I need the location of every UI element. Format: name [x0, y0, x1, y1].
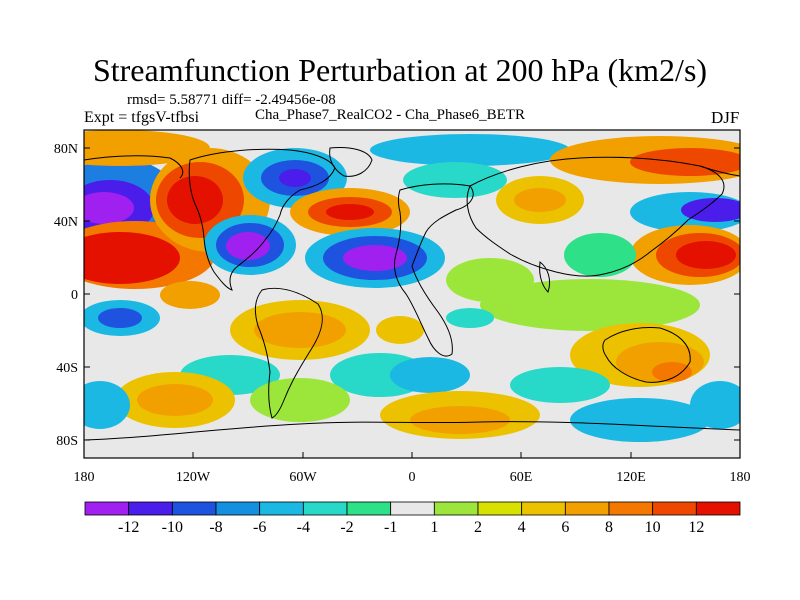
colorbar-swatch [477, 501, 523, 516]
field-blob-neg [403, 162, 507, 198]
colorbar-swatch [259, 501, 304, 516]
coast-antarctica [84, 421, 740, 441]
colorbar-label: 2 [474, 519, 482, 536]
colorbar-label: 8 [605, 519, 613, 536]
colorbar-label: 12 [688, 519, 704, 536]
colorbar-label: -8 [209, 519, 222, 536]
x-tick-label: 60E [510, 470, 533, 485]
season-label: DJF [711, 108, 740, 127]
colorbar-label: 10 [645, 519, 661, 536]
field-blob-pos [630, 148, 740, 176]
coast-greenland [329, 147, 373, 177]
field-blob-neg [446, 308, 494, 328]
field-blob-pos [160, 281, 220, 309]
x-tick-labels: 180 120W 60W 0 60E 120E 180 [74, 470, 751, 485]
colorbar-swatch [84, 501, 130, 516]
field-blob-neg [681, 198, 740, 222]
field-blob-neg [690, 381, 740, 429]
field-blob-pos [84, 232, 180, 284]
y-tick-labels: 80N 40N 0 40S 80S [54, 142, 78, 449]
colorbar-swatch [171, 501, 217, 516]
colorbar-swatch [652, 501, 697, 516]
x-tick-label: 60W [289, 470, 317, 485]
coast-alaska [84, 155, 184, 179]
colorbar-label: -10 [162, 519, 183, 536]
coast-australia [602, 327, 691, 383]
y-tick-marks [84, 147, 740, 441]
field-blob-pos [652, 362, 692, 382]
field-blob-neg [279, 169, 311, 187]
field-blob-neg [564, 233, 636, 277]
colorbar-label: -6 [253, 519, 266, 536]
colorbar: -12 -10 -8 -6 -4 -2 -1 1 2 4 6 8 10 12 [84, 501, 741, 536]
colorbar-swatch [390, 501, 435, 516]
coast-siberia [699, 165, 740, 177]
colorbar-swatch [695, 501, 741, 516]
y-tick-label: 40S [56, 361, 78, 376]
field-blob-neg [98, 308, 142, 328]
field-blob-pos [376, 316, 424, 344]
field-blob-neg [226, 232, 270, 260]
field-blob-pos [480, 279, 700, 331]
y-tick-label: 0 [71, 288, 78, 303]
field-blob-neg [510, 367, 610, 403]
field-layer [84, 130, 740, 442]
colorbar-label: 1 [430, 519, 438, 536]
colorbar-label: -2 [340, 519, 353, 536]
colorbar-swatch [128, 501, 173, 516]
colorbar-swatch [215, 501, 261, 516]
field-blob-pos [676, 241, 736, 269]
coast-asia [466, 156, 725, 277]
coast-europe-africa [393, 183, 474, 357]
diff-label: Cha_Phase7_RealCO2 - Cha_Phase6_BETR [255, 107, 525, 123]
colorbar-label: -4 [297, 519, 310, 536]
field-blob-neg [343, 245, 407, 271]
coast-north-america [188, 148, 336, 291]
field-blob-neg [570, 398, 710, 442]
colorbar-swatch [302, 501, 348, 516]
field-blob-pos [137, 384, 213, 416]
y-tick-label: 80N [54, 142, 78, 157]
x-tick-label: 120W [176, 470, 211, 485]
x-tick-label: 0 [409, 470, 416, 485]
colorbar-swatch [608, 501, 654, 516]
field-blob-pos [167, 176, 223, 224]
field-blob-neg [390, 357, 470, 393]
colorbar-swatch [521, 501, 566, 516]
colorbar-label: -12 [118, 519, 139, 536]
colorbar-label: 6 [561, 519, 569, 536]
field-blob-pos [250, 378, 350, 422]
colorbar-label: 4 [518, 519, 526, 536]
colorbar-swatch [433, 501, 479, 516]
field-blob-pos [410, 406, 510, 434]
expt-label: Expt = tfgsV-tfbsi [84, 109, 200, 126]
field-blob-pos [514, 188, 566, 212]
field-blob-pos [254, 312, 346, 348]
x-tick-label: 120E [616, 470, 646, 485]
field-blob-neg [84, 381, 130, 429]
y-tick-label: 40N [54, 215, 78, 230]
coastlines [84, 147, 740, 441]
y-tick-label: 80S [56, 434, 78, 449]
x-tick-label: 180 [730, 470, 751, 485]
chart-title: Streamfunction Perturbation at 200 hPa (… [92, 52, 708, 88]
coast-india [539, 261, 551, 293]
field-blob-pos [326, 204, 374, 220]
field-blob-neg [370, 134, 570, 166]
colorbar-swatch [346, 501, 392, 516]
rmsd-label: rmsd= 5.58771 diff= -2.49456e-08 [127, 92, 336, 108]
x-tick-label: 180 [74, 470, 95, 485]
field-blob-neg [84, 192, 134, 224]
colorbar-label: -1 [384, 519, 397, 536]
colorbar-swatch [564, 501, 610, 516]
x-tick-marks [83, 452, 741, 458]
coast-south-america [254, 287, 323, 419]
